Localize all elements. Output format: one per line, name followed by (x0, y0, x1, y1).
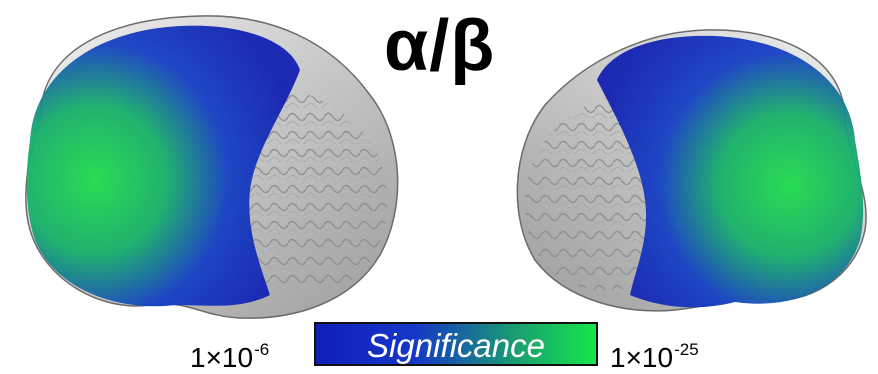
colorbar-min-base: 1×10 (190, 342, 254, 373)
right-hemisphere-render (516, 29, 867, 312)
colorbar-max-label: 1×10-25 (610, 340, 699, 374)
colorbar-legend: 1×10-6 Significance 1×10-25 (0, 318, 878, 373)
figure-title: α/β (384, 6, 496, 86)
colorbar-label: Significance (367, 327, 545, 364)
colorbar-min-exponent: -6 (254, 340, 270, 359)
colorbar-max-exponent: -25 (674, 340, 699, 359)
colorbar-max-base: 1×10 (610, 342, 674, 373)
colorbar-min-label: 1×10-6 (190, 340, 269, 374)
left-hemisphere-render (25, 15, 399, 319)
significance-colorbar: Significance (314, 322, 598, 366)
